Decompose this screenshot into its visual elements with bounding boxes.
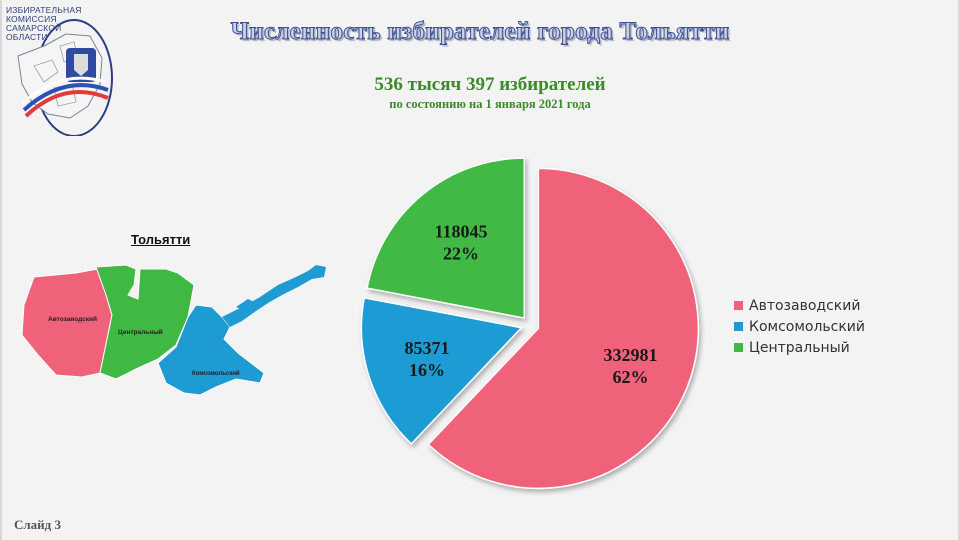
legend-swatch [734,322,743,331]
map-label-centralny: Центральный [118,328,163,336]
legend-swatch [734,301,743,310]
pie-percent-label: 62% [613,367,649,387]
logo-line: КОМИССИЯ [6,14,57,24]
legend-item-centralny: Центральный [734,337,865,358]
logo-line: ОБЛАСТИ [6,32,48,42]
date-note: по состоянию на 1 января 2021 года [389,97,591,111]
pie-value-label: 85371 [405,338,450,358]
pie-value-label: 118045 [435,222,488,242]
city-district-map: Автозаводский Центральный Комсомольский [21,264,326,396]
map-title: Тольятти [131,232,191,247]
map-river-arm [222,265,326,327]
legend-label: Автозаводский [749,297,861,314]
total-voters: 536 тысяч 397 избирателей [374,74,606,95]
legend-item-avtozavodsky: Автозаводский [734,295,865,316]
map-district-centralny [95,264,195,380]
election-commission-logo: ИЗБИРАТЕЛЬНАЯ КОМИССИЯ САМАРСКОЙ ОБЛАСТИ [4,6,116,137]
map-label-komsomolsky: Комсомольский [192,370,240,377]
pie-slice-komsomolsky [360,296,523,445]
map-district-avtozavodsky [21,268,113,378]
chart-legend: Автозаводский Комсомольский Центральный [734,295,865,358]
map-river-inlet [236,299,256,313]
slide-number: Слайд 3 [14,517,61,532]
pie-percent-label: 22% [443,244,479,264]
pie-value-label: 332981 [604,345,658,365]
map-district-komsomolsky [157,304,265,396]
legend-label: Комсомольский [749,318,866,335]
logo-emblem-icon [17,19,113,137]
pie-slice-avtozavodsky [427,167,700,490]
legend-swatch [734,343,743,352]
map-label-avtozavodsky: Автозаводский [48,315,97,323]
logo-line: САМАРСКОЙ [6,23,62,33]
legend-label: Центральный [749,339,850,356]
logo-text: ИЗБИРАТЕЛЬНАЯ КОМИССИЯ САМАРСКОЙ ОБЛАСТИ [6,6,86,42]
pie-percent-label: 16% [409,360,445,380]
page-title: Численность избирателей города Тольятти [230,18,730,46]
legend-item-komsomolsky: Комсомольский [734,316,865,337]
pie-slice-centralny [366,157,526,319]
logo-line: ИЗБИРАТЕЛЬНАЯ [6,5,82,15]
